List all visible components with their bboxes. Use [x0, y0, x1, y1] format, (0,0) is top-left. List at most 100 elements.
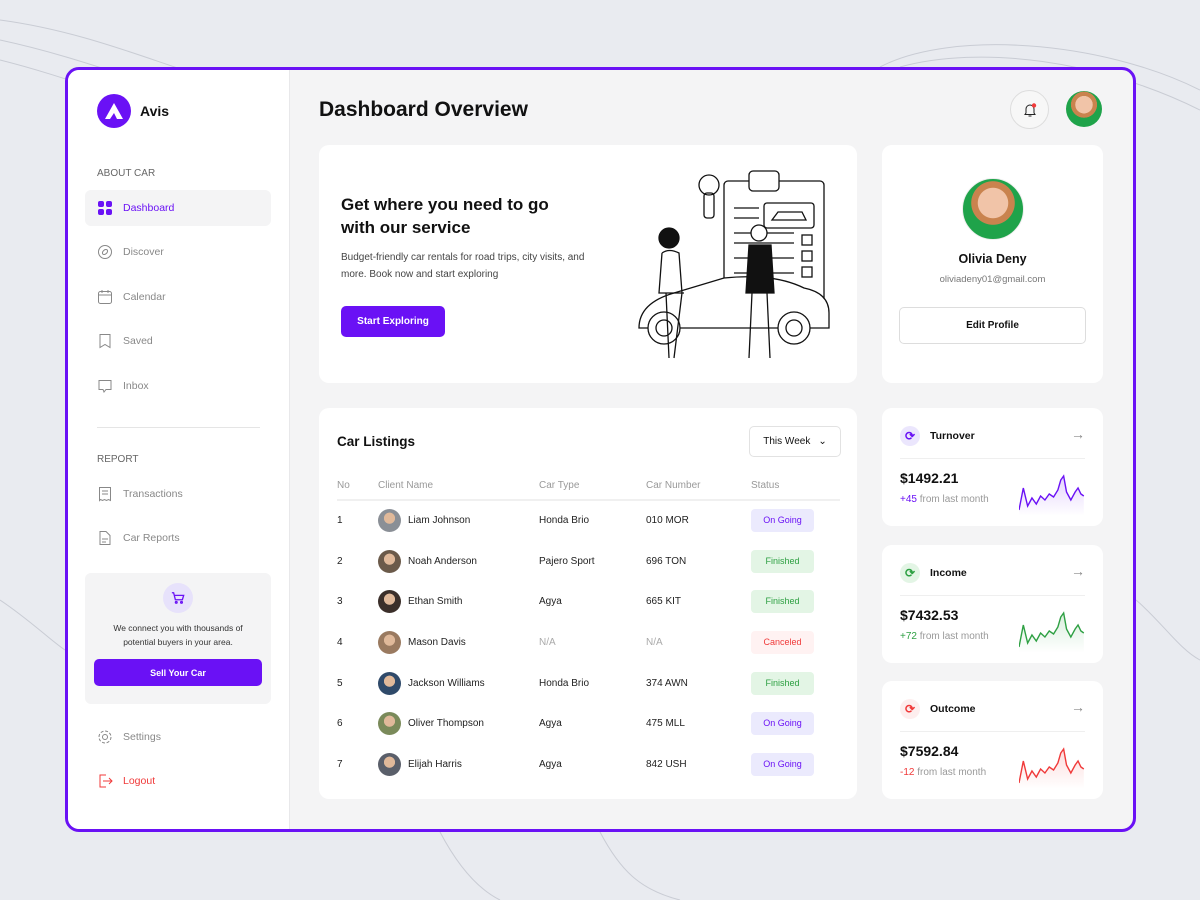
chat-icon: [98, 380, 112, 393]
sidebar-item-label: Inbox: [123, 380, 149, 392]
stat-value: $1492.21: [900, 470, 959, 486]
table-row[interactable]: 6 Oliver Thompson Agya 475 MLL On Going: [337, 703, 840, 744]
sidebar-item-transactions[interactable]: Transactions: [85, 476, 271, 512]
hero-text: Budget-friendly car rentals for road tri…: [341, 252, 585, 280]
sidebar-item-saved[interactable]: Saved: [85, 323, 271, 359]
table-row[interactable]: 3 Ethan Smith Agya 665 KIT Finished: [337, 581, 840, 622]
car-type: Agya: [539, 718, 562, 730]
section-report: REPORT: [97, 454, 139, 465]
promo-text: We connect you with thousands of potenti…: [113, 623, 243, 647]
stat-card-income[interactable]: ⟳ Income → $7432.53 +72 from last month: [882, 545, 1103, 663]
col-car-number: Car Number: [646, 472, 751, 501]
listings-title: Car Listings: [337, 434, 416, 449]
sidebar-item-car-reports[interactable]: Car Reports: [85, 520, 271, 556]
row-no: 3: [337, 596, 343, 608]
client-name: Mason Davis: [408, 636, 466, 648]
car-number: 696 TON: [646, 555, 687, 567]
car-number: 010 MOR: [646, 515, 689, 527]
period-value: This Week: [763, 436, 811, 447]
status-badge: Finished: [751, 549, 814, 573]
table-row[interactable]: 7 Elijah Harris Agya 842 USH On Going: [337, 744, 840, 785]
start-exploring-button[interactable]: Start Exploring: [341, 306, 445, 337]
user-avatar[interactable]: [1066, 91, 1102, 127]
cart-icon: [163, 583, 193, 613]
sidebar-item-discover[interactable]: Discover: [85, 234, 271, 270]
car-type: N/A: [539, 636, 556, 648]
sparkline-line: [1019, 474, 1085, 511]
arrow-right-icon[interactable]: →: [1071, 426, 1085, 442]
divider: [900, 458, 1085, 459]
car-type: Agya: [539, 758, 562, 770]
sidebar-item-label: Dashboard: [123, 202, 175, 214]
refresh-icon: ⟳: [900, 563, 920, 583]
sidebar-item-label: Car Reports: [123, 532, 180, 544]
row-no: 1: [337, 515, 343, 527]
client-name: Oliver Thompson: [408, 718, 484, 730]
arrow-right-icon[interactable]: →: [1071, 563, 1085, 579]
app-window: Avis ABOUT CAR Dashboard Discover Calend…: [65, 67, 1136, 832]
period-dropdown[interactable]: This Week ⌄: [749, 426, 841, 457]
client-avatar: [378, 671, 401, 695]
sidebar-item-label: Settings: [123, 731, 161, 743]
client-avatar: [378, 509, 401, 533]
profile-name: Olivia Deny: [958, 252, 1027, 266]
client-avatar: [378, 549, 401, 573]
bell-icon: [1023, 102, 1036, 116]
edit-profile-button[interactable]: Edit Profile: [899, 307, 1086, 344]
col-client-name: Client Name: [378, 472, 539, 501]
sell-car-promo: We connect you with thousands of potenti…: [85, 573, 271, 704]
refresh-icon: ⟳: [900, 426, 920, 446]
sidebar-item-settings[interactable]: Settings: [85, 719, 271, 755]
stat-value: $7432.53: [900, 607, 959, 623]
logo-icon: [97, 94, 131, 128]
sidebar-item-inbox[interactable]: Inbox: [85, 368, 271, 404]
gear-icon: [98, 730, 112, 744]
stat-change-suffix: from last month: [919, 631, 989, 642]
sparkline: [1019, 611, 1085, 653]
stat-change: -12: [900, 767, 915, 778]
receipt-icon: [99, 487, 111, 502]
row-no: 2: [337, 555, 343, 567]
stat-title: Income: [930, 567, 967, 579]
logout-icon: [99, 774, 113, 788]
logout-button[interactable]: Logout: [85, 763, 271, 799]
sell-your-car-button[interactable]: Sell Your Car: [94, 659, 262, 686]
sidebar-item-dashboard[interactable]: Dashboard: [85, 190, 271, 226]
divider: [900, 595, 1085, 596]
stat-change: +45: [900, 494, 917, 505]
stat-card-turnover[interactable]: ⟳ Turnover → $1492.21 +45 from last month: [882, 408, 1103, 526]
row-no: 5: [337, 677, 343, 689]
stat-card-outcome[interactable]: ⟳ Outcome → $7592.84 -12 from last month: [882, 681, 1103, 799]
row-no: 6: [337, 718, 343, 730]
arrow-right-icon[interactable]: →: [1071, 699, 1085, 715]
chevron-down-icon: ⌄: [818, 436, 827, 447]
sidebar-item-calendar[interactable]: Calendar: [85, 279, 271, 315]
stat-value: $7592.84: [900, 743, 959, 759]
car-type: Honda Brio: [539, 515, 590, 527]
sidebar: Avis ABOUT CAR Dashboard Discover Calend…: [68, 70, 290, 829]
divider: [97, 427, 260, 428]
notification-button[interactable]: [1010, 90, 1049, 129]
document-icon: [99, 531, 111, 545]
profile-card: Olivia Deny oliviadeny01@gmail.com Edit …: [882, 145, 1103, 383]
status-badge: Finished: [751, 671, 814, 695]
table-row[interactable]: 5 Jackson Williams Honda Brio 374 AWN Fi…: [337, 663, 840, 704]
status-badge: Finished: [751, 590, 814, 614]
sparkline: [1019, 474, 1085, 516]
table-row[interactable]: 4 Mason Davis N/A N/A Canceled: [337, 622, 840, 663]
sidebar-item-label: Transactions: [123, 488, 183, 500]
client-name: Elijah Harris: [408, 758, 462, 770]
car-listings-card: Car Listings This Week ⌄ No Client Name C…: [319, 408, 857, 799]
profile-avatar: [961, 178, 1024, 240]
brand-name: Avis: [140, 103, 170, 119]
client-name: Noah Anderson: [408, 555, 477, 567]
row-no: 7: [337, 758, 343, 770]
status-badge: On Going: [751, 752, 814, 776]
client-name: Jackson Williams: [408, 677, 485, 689]
car-number: 374 AWN: [646, 677, 688, 689]
stat-title: Turnover: [930, 430, 975, 442]
table-row[interactable]: 1 Liam Johnson Honda Brio 010 MOR On Goi…: [337, 500, 840, 541]
sparkline: [1019, 747, 1085, 789]
table-row[interactable]: 2 Noah Anderson Pajero Sport 696 TON Fin…: [337, 541, 840, 582]
sidebar-item-label: Calendar: [123, 291, 166, 303]
